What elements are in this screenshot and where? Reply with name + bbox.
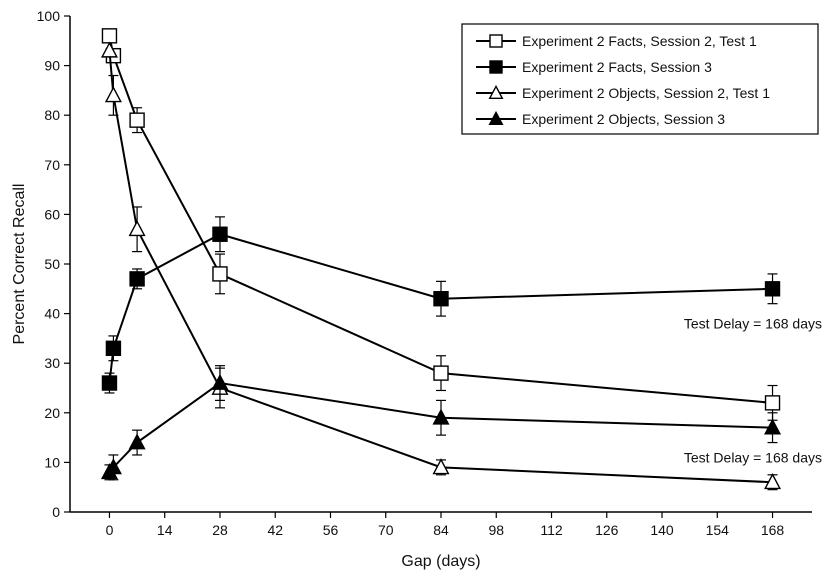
x-tick-label: 126 bbox=[595, 522, 619, 538]
x-tick-label: 154 bbox=[706, 522, 730, 538]
data-point bbox=[104, 458, 122, 475]
legend-label: Experiment 2 Objects, Session 3 bbox=[522, 111, 725, 127]
data-point bbox=[432, 408, 450, 425]
series-2 bbox=[101, 216, 781, 394]
data-point bbox=[764, 395, 781, 411]
y-tick-label: 60 bbox=[44, 206, 60, 222]
legend-marker bbox=[488, 84, 504, 99]
data-point bbox=[764, 418, 782, 435]
data-point bbox=[433, 365, 449, 381]
x-tick-label: 98 bbox=[488, 522, 504, 538]
data-point bbox=[128, 433, 146, 450]
data-point bbox=[101, 28, 118, 44]
data-point bbox=[101, 375, 118, 391]
x-tick-label: 14 bbox=[157, 522, 173, 538]
legend: Experiment 2 Facts, Session 2, Test 1 Exp… bbox=[461, 23, 819, 135]
y-axis-title: Percent Correct Recall bbox=[11, 184, 28, 345]
data-point bbox=[212, 266, 228, 282]
x-tick-label: 84 bbox=[433, 522, 449, 538]
legend-item: Experiment 2 Facts, Session 3 bbox=[476, 59, 712, 75]
legend-label: Experiment 2 Facts, Session 2, Test 1 bbox=[522, 33, 757, 49]
y-tick-label: 30 bbox=[44, 355, 60, 371]
legend-item: Experiment 2 Facts, Session 2, Test 1 bbox=[476, 33, 757, 49]
x-tick-label: 70 bbox=[378, 522, 394, 538]
legend-item: Experiment 2 Objects, Session 3 bbox=[476, 110, 725, 127]
legend-label: Experiment 2 Facts, Session 3 bbox=[522, 59, 712, 75]
data-point bbox=[129, 271, 145, 287]
data-point bbox=[104, 86, 122, 103]
series-layer bbox=[100, 28, 782, 491]
x-tick-label: 42 bbox=[267, 522, 283, 538]
data-point bbox=[212, 226, 228, 242]
data-point bbox=[129, 112, 145, 128]
annotations: Test Delay = 168 days Test Delay = 168 da… bbox=[684, 316, 822, 466]
y-tick-label: 100 bbox=[37, 8, 61, 24]
data-point bbox=[211, 373, 229, 390]
x-tick-label: 140 bbox=[650, 522, 674, 538]
annotation-test-delay: Test Delay = 168 days bbox=[684, 316, 822, 332]
legend-marker bbox=[489, 34, 503, 48]
data-point bbox=[764, 473, 782, 490]
data-point bbox=[105, 340, 122, 357]
y-tick-label: 0 bbox=[52, 504, 60, 520]
y-tick-label: 80 bbox=[44, 107, 60, 123]
y-tick-label: 70 bbox=[44, 157, 60, 173]
x-tick-label: 0 bbox=[106, 522, 114, 538]
y-tick-label: 20 bbox=[44, 405, 60, 421]
legend-marker bbox=[489, 60, 503, 74]
x-axis-title: Gap (days) bbox=[401, 553, 480, 570]
data-point bbox=[764, 281, 781, 297]
data-point bbox=[100, 41, 118, 58]
data-point bbox=[128, 220, 146, 237]
axes: 0 10 20 30 40 50 60 70 80 90 100 0 14 28 42 56 70 84 98 112… bbox=[11, 8, 812, 570]
series-4 bbox=[100, 365, 782, 481]
x-tick-label: 168 bbox=[761, 522, 785, 538]
data-point bbox=[433, 291, 449, 307]
annotation-test-delay: Test Delay = 168 days bbox=[684, 449, 822, 465]
y-tick-label: 40 bbox=[44, 306, 60, 322]
legend-marker bbox=[488, 110, 504, 125]
x-tick-label: 28 bbox=[212, 522, 228, 538]
data-point bbox=[432, 458, 450, 475]
legend-box bbox=[461, 23, 819, 135]
y-tick-label: 50 bbox=[44, 256, 60, 272]
y-tick-label: 10 bbox=[44, 454, 60, 470]
legend-label: Experiment 2 Objects, Session 2, Test 1 bbox=[522, 85, 770, 101]
x-tick-label: 112 bbox=[540, 522, 563, 538]
y-tick-label: 90 bbox=[44, 58, 60, 74]
x-tick-label: 56 bbox=[323, 522, 339, 538]
legend-item: Experiment 2 Objects, Session 2, Test 1 bbox=[476, 84, 770, 101]
